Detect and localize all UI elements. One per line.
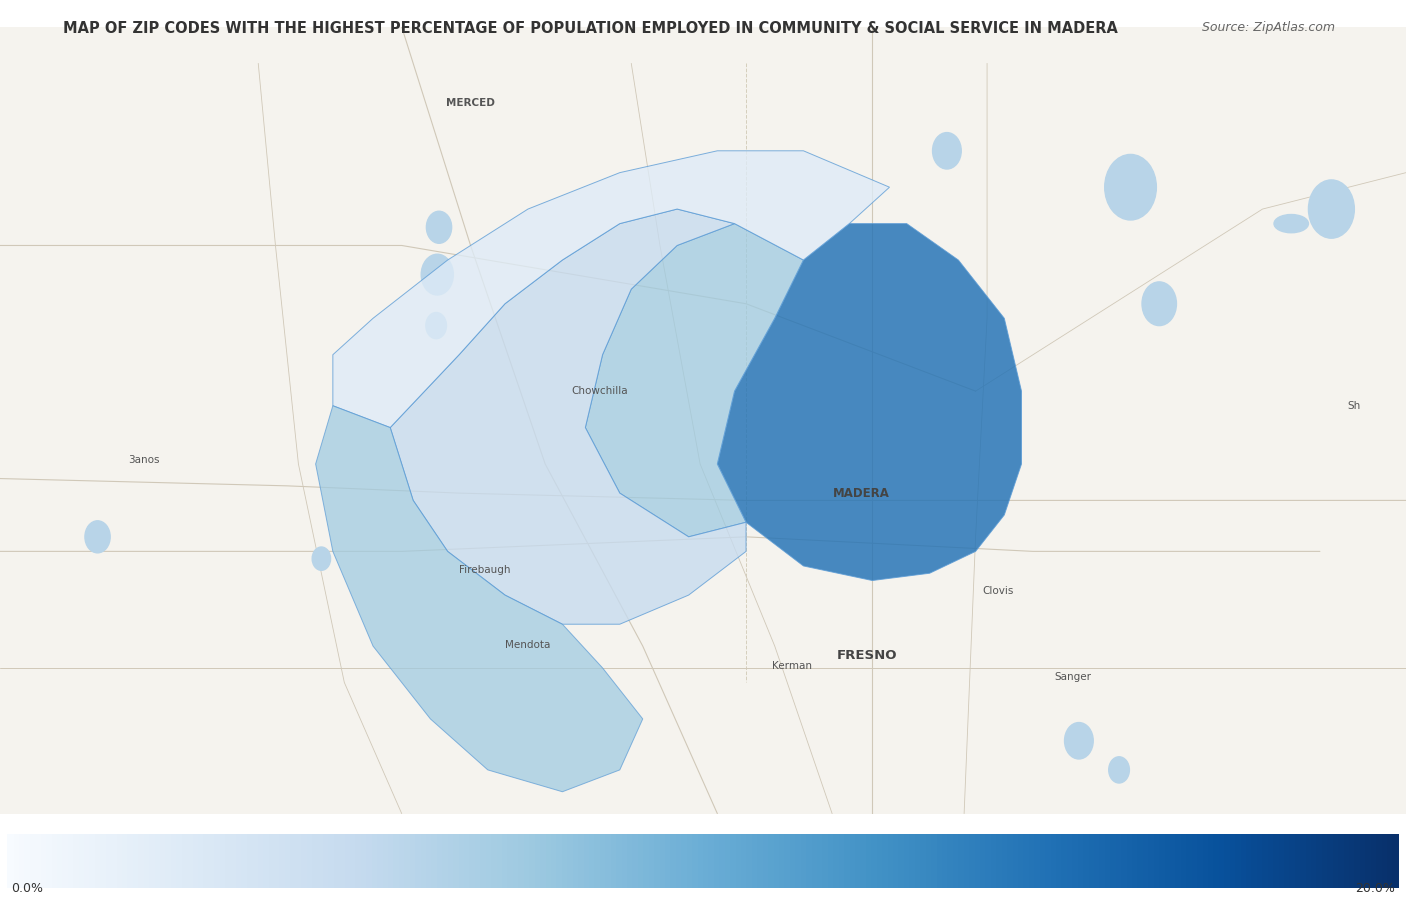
- Polygon shape: [585, 224, 803, 537]
- Circle shape: [84, 521, 110, 553]
- Text: 0.0%: 0.0%: [11, 883, 44, 895]
- Circle shape: [312, 547, 330, 570]
- Text: Kerman: Kerman: [772, 661, 811, 671]
- Text: 3anos: 3anos: [128, 455, 159, 466]
- Circle shape: [1064, 723, 1094, 759]
- Text: Chowchilla: Chowchilla: [571, 387, 628, 396]
- Text: Clovis: Clovis: [983, 586, 1014, 596]
- Text: Sh: Sh: [1348, 401, 1361, 411]
- Text: FRESNO: FRESNO: [837, 649, 897, 662]
- Text: 20.0%: 20.0%: [1355, 883, 1395, 895]
- Circle shape: [1105, 155, 1156, 220]
- Text: Source: ZipAtlas.com: Source: ZipAtlas.com: [1202, 21, 1336, 33]
- Polygon shape: [717, 224, 1022, 581]
- Text: Mendota: Mendota: [505, 639, 551, 650]
- Text: MERCED: MERCED: [446, 99, 495, 109]
- Circle shape: [426, 211, 451, 244]
- Polygon shape: [333, 151, 890, 428]
- Circle shape: [932, 132, 962, 169]
- Text: Firebaugh: Firebaugh: [460, 565, 510, 574]
- Polygon shape: [391, 209, 747, 624]
- Text: Sanger: Sanger: [1054, 672, 1091, 681]
- Circle shape: [1309, 180, 1354, 238]
- Circle shape: [426, 313, 447, 339]
- Circle shape: [1109, 757, 1129, 783]
- Polygon shape: [315, 405, 643, 792]
- Ellipse shape: [1274, 215, 1309, 233]
- Circle shape: [1142, 282, 1177, 325]
- Text: MAP OF ZIP CODES WITH THE HIGHEST PERCENTAGE OF POPULATION EMPLOYED IN COMMUNITY: MAP OF ZIP CODES WITH THE HIGHEST PERCEN…: [63, 21, 1118, 36]
- Text: MADERA: MADERA: [832, 486, 889, 500]
- Circle shape: [422, 254, 453, 295]
